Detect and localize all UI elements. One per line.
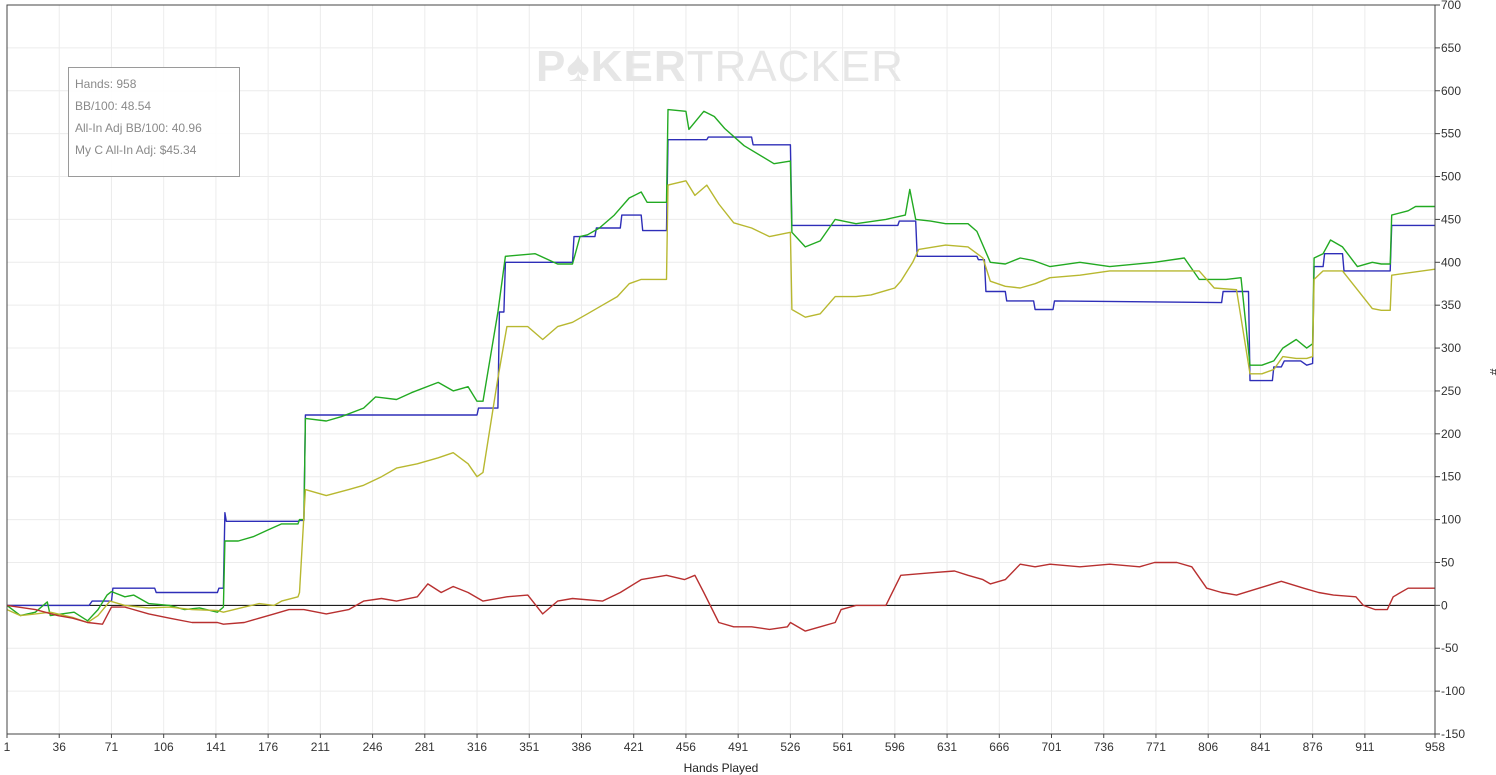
- x-tick-label: 176: [258, 740, 278, 754]
- x-axis-ticks: 1 36 71 106 141 176 211 246 281 316 351 386 421 456 49…: [4, 734, 1445, 754]
- x-tick-label: 771: [1146, 740, 1166, 754]
- x-tick-label: 316: [467, 740, 487, 754]
- x-tick-label: 876: [1303, 740, 1323, 754]
- x-tick-label: 246: [363, 740, 383, 754]
- x-tick-label: 386: [571, 740, 591, 754]
- x-tick-label: 36: [53, 740, 67, 754]
- x-tick-label: 561: [833, 740, 853, 754]
- y-tick-label: 100: [1441, 513, 1461, 527]
- stats-box: Hands: 958 BB/100: 48.54 All-In Adj BB/1…: [68, 67, 240, 177]
- y-tick-label: -150: [1441, 727, 1465, 741]
- y-tick-label: 650: [1441, 41, 1461, 55]
- watermark-tracker: TRACKER: [686, 42, 904, 91]
- x-tick-label: 456: [676, 740, 696, 754]
- y-tick-label: 0: [1441, 598, 1448, 612]
- x-tick-label: 106: [154, 740, 174, 754]
- x-tick-label: 596: [885, 740, 905, 754]
- x-tick-label: 281: [415, 740, 435, 754]
- y-tick-label: 700: [1441, 0, 1461, 12]
- series-lines: [6, 108, 1436, 632]
- y-tick-label: 300: [1441, 341, 1461, 355]
- y-tick-label: 600: [1441, 84, 1461, 98]
- y-tick-label: 50: [1441, 555, 1455, 569]
- x-tick-label: 1: [4, 740, 11, 754]
- y-tick-label: 200: [1441, 427, 1461, 441]
- stats-allin-bb100: All-In Adj BB/100: 40.96: [75, 121, 202, 135]
- series-line-3: [6, 180, 1436, 624]
- y-tick-label: 350: [1441, 298, 1461, 312]
- x-tick-label: 806: [1198, 740, 1218, 754]
- pokertracker-watermark-logo: P♠KERTRACKER: [536, 42, 904, 92]
- x-tick-label: 701: [1041, 740, 1061, 754]
- spade-logo-icon: ♠: [566, 42, 591, 91]
- y-tick-label: 500: [1441, 170, 1461, 184]
- watermark-p: P: [536, 42, 567, 91]
- x-axis-title: Hands Played: [684, 761, 759, 775]
- x-tick-label: 958: [1425, 740, 1445, 754]
- series-line-4: [6, 561, 1435, 632]
- y-tick-label: 150: [1441, 470, 1461, 484]
- x-tick-label: 911: [1355, 740, 1374, 754]
- y-axis-ticks: -150 -100 -50 0 50 100 150 200 250 300 350 400 450 50…: [1435, 0, 1465, 741]
- x-tick-label: 71: [105, 740, 119, 754]
- x-tick-label: 141: [206, 740, 226, 754]
- stats-bb100: BB/100: 48.54: [75, 99, 152, 113]
- watermark-ker: KER: [590, 42, 687, 91]
- y-tick-label: -50: [1441, 641, 1459, 655]
- x-tick-label: 526: [780, 740, 800, 754]
- x-tick-label: 631: [937, 740, 957, 754]
- series-line-2: [6, 108, 1435, 622]
- series-line-1: [7, 136, 1435, 607]
- y-axis-title: #: [1487, 369, 1496, 376]
- x-tick-label: 736: [1094, 740, 1114, 754]
- y-tick-label: 250: [1441, 384, 1461, 398]
- y-tick-label: 550: [1441, 127, 1461, 141]
- x-tick-label: 351: [519, 740, 539, 754]
- stats-allin-adj: My C All-In Adj: $45.34: [75, 143, 197, 157]
- y-tick-label: 450: [1441, 212, 1461, 226]
- x-tick-label: 491: [728, 740, 748, 754]
- plot-area-border: [6, 4, 1436, 735]
- x-tick-label: 421: [624, 740, 644, 754]
- y-tick-label: -100: [1441, 684, 1465, 698]
- x-tick-label: 841: [1250, 740, 1270, 754]
- stats-hands: Hands: 958: [75, 77, 137, 91]
- y-tick-label: 400: [1441, 255, 1461, 269]
- x-tick-label: 211: [311, 740, 330, 754]
- x-tick-label: 666: [989, 740, 1009, 754]
